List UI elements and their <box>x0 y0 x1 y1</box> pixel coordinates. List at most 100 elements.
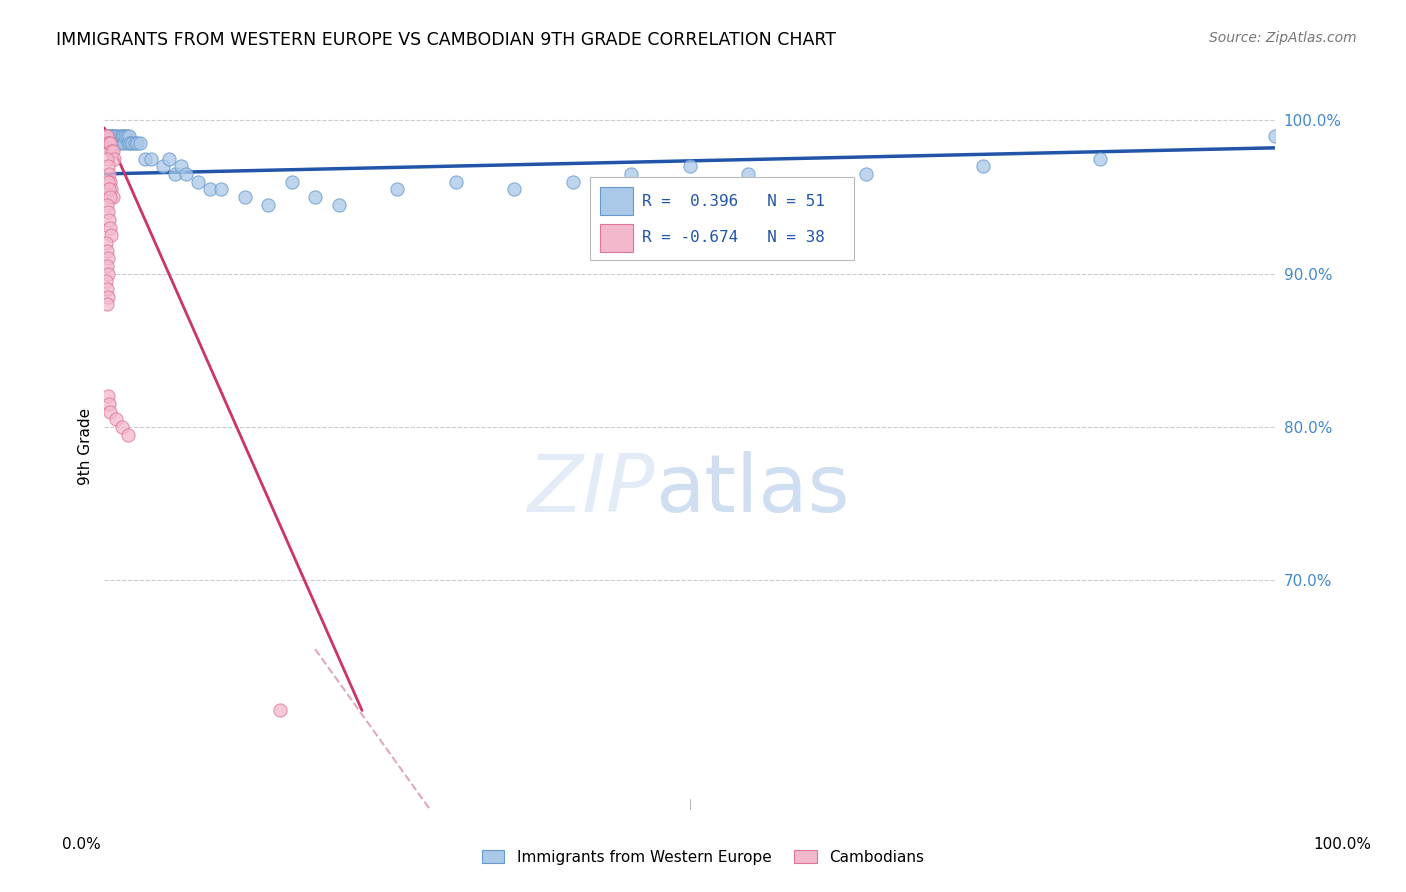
Point <box>117 136 139 151</box>
Point <box>105 136 128 151</box>
Point <box>96 297 118 311</box>
Point <box>96 259 118 273</box>
Point <box>98 397 121 411</box>
Point <box>127 136 149 151</box>
Point <box>97 136 120 151</box>
Point <box>110 136 132 151</box>
Point <box>385 182 408 196</box>
Point <box>96 282 118 296</box>
Point <box>100 182 122 196</box>
Point <box>98 136 121 151</box>
Text: 100.0%: 100.0% <box>1313 838 1372 852</box>
Point <box>620 167 643 181</box>
Point <box>100 144 122 158</box>
Point <box>98 136 121 151</box>
Point <box>96 197 118 211</box>
Point <box>100 228 122 243</box>
Point <box>257 197 280 211</box>
Point <box>117 427 139 442</box>
Point <box>121 136 143 151</box>
Point <box>328 197 350 211</box>
Point <box>98 190 121 204</box>
Point <box>97 289 120 303</box>
Point <box>304 190 326 204</box>
Point <box>97 251 120 265</box>
Point <box>112 136 135 151</box>
Point <box>98 220 121 235</box>
Point <box>97 159 120 173</box>
Point <box>561 175 583 189</box>
Point <box>108 128 131 143</box>
Point <box>115 128 138 143</box>
Point <box>94 235 117 250</box>
Point <box>679 159 702 173</box>
Point <box>176 167 198 181</box>
Point <box>141 152 163 166</box>
Point <box>124 136 146 151</box>
Point <box>105 412 128 426</box>
Point <box>118 128 141 143</box>
Point <box>96 128 118 143</box>
Point <box>107 136 129 151</box>
Point <box>100 128 122 143</box>
Point <box>101 128 124 143</box>
Point <box>94 274 117 288</box>
Point <box>163 167 186 181</box>
Point <box>157 152 180 166</box>
Point <box>98 128 121 143</box>
Point <box>444 175 467 189</box>
Point <box>94 128 117 143</box>
Point <box>98 167 121 181</box>
Point <box>503 182 526 196</box>
Point <box>855 167 877 181</box>
Text: Source: ZipAtlas.com: Source: ZipAtlas.com <box>1209 31 1357 45</box>
FancyBboxPatch shape <box>600 187 633 215</box>
Point <box>269 703 291 717</box>
Point <box>98 175 121 189</box>
Point <box>98 404 121 418</box>
Point <box>134 152 156 166</box>
Point <box>111 420 134 434</box>
Point <box>103 152 125 166</box>
Point <box>169 159 191 173</box>
Point <box>96 128 118 143</box>
Text: R = -0.674   N = 38: R = -0.674 N = 38 <box>643 230 825 245</box>
Text: R =  0.396   N = 51: R = 0.396 N = 51 <box>643 194 825 209</box>
Point <box>97 205 120 219</box>
Text: atlas: atlas <box>655 450 849 529</box>
Point <box>198 182 221 196</box>
Y-axis label: 9th Grade: 9th Grade <box>79 408 93 484</box>
Point <box>152 159 174 173</box>
Legend: Immigrants from Western Europe, Cambodians: Immigrants from Western Europe, Cambodia… <box>475 844 931 871</box>
Point <box>233 190 256 204</box>
Point <box>101 144 124 158</box>
FancyBboxPatch shape <box>600 224 633 252</box>
Point <box>96 152 118 166</box>
Point <box>104 128 127 143</box>
Point <box>972 159 994 173</box>
Point <box>101 190 124 204</box>
Point <box>114 128 136 143</box>
Point <box>128 136 150 151</box>
Point <box>105 128 128 143</box>
Text: IMMIGRANTS FROM WESTERN EUROPE VS CAMBODIAN 9TH GRADE CORRELATION CHART: IMMIGRANTS FROM WESTERN EUROPE VS CAMBOD… <box>56 31 837 49</box>
Point <box>97 128 120 143</box>
Point <box>97 267 120 281</box>
Point <box>120 136 142 151</box>
Point <box>97 175 120 189</box>
Point <box>98 212 121 227</box>
Text: 0.0%: 0.0% <box>62 838 101 852</box>
Point <box>103 128 125 143</box>
Point <box>98 182 121 196</box>
Point <box>111 128 134 143</box>
Point <box>1088 152 1111 166</box>
Point <box>98 128 121 143</box>
Point <box>281 175 304 189</box>
Point <box>112 128 135 143</box>
Point <box>1264 128 1286 143</box>
Text: ZIP: ZIP <box>527 450 655 529</box>
Point <box>96 244 118 258</box>
Point <box>97 389 120 403</box>
Point <box>211 182 233 196</box>
FancyBboxPatch shape <box>591 177 853 260</box>
